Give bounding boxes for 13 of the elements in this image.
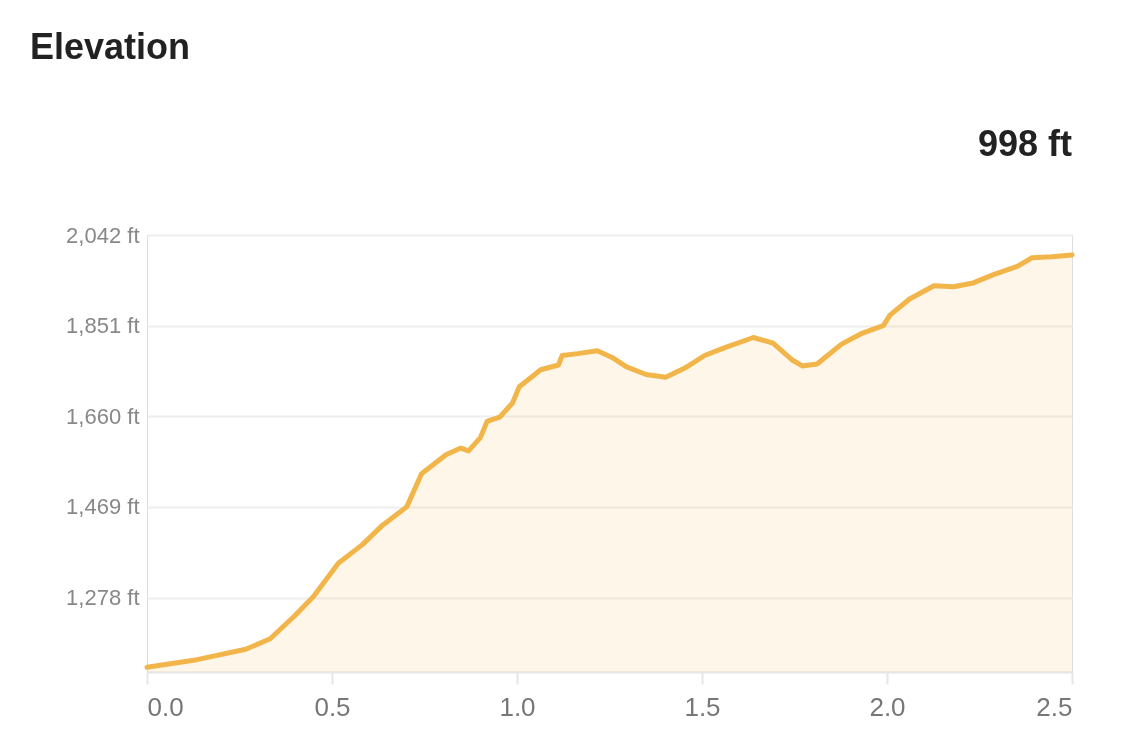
y-tick-label: 2,042 ft xyxy=(66,222,140,248)
x-tick-label: 1.5 xyxy=(684,691,721,722)
x-tick-label: 0.0 xyxy=(147,691,184,722)
x-tick-label: 2.5 xyxy=(1036,691,1073,722)
x-tick-label: 0.5 xyxy=(314,691,351,722)
chart-title: Elevation xyxy=(30,26,191,67)
y-tick-label: 1,851 ft xyxy=(66,313,140,339)
y-tick-label: 1,660 ft xyxy=(66,403,140,429)
x-tick-label: 2.0 xyxy=(869,691,906,722)
y-tick-label: 1,278 ft xyxy=(66,585,140,611)
x-tick-label: 1.0 xyxy=(499,691,536,722)
text: 998 ft xyxy=(977,123,1073,164)
y-tick-label: 1,469 ft xyxy=(66,494,140,520)
